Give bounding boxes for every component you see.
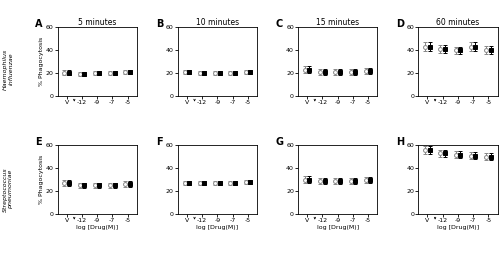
Text: H: H bbox=[396, 137, 404, 147]
Title: 5 minutes: 5 minutes bbox=[78, 18, 116, 27]
Text: A: A bbox=[36, 19, 43, 29]
Text: G: G bbox=[276, 137, 284, 147]
Text: Streptococcus
pneumoniae: Streptococcus pneumoniae bbox=[2, 167, 14, 211]
Title: 15 minutes: 15 minutes bbox=[316, 18, 359, 27]
Text: Haemophilus
influenzae: Haemophilus influenzae bbox=[2, 49, 14, 90]
Text: E: E bbox=[36, 137, 42, 147]
X-axis label: log [Drug(M)]: log [Drug(M)] bbox=[316, 224, 358, 230]
Y-axis label: % Phagocytosis: % Phagocytosis bbox=[39, 155, 44, 204]
X-axis label: log [Drug(M)]: log [Drug(M)] bbox=[76, 224, 118, 230]
Y-axis label: % Phagocytosis: % Phagocytosis bbox=[39, 37, 44, 86]
Text: D: D bbox=[396, 19, 404, 29]
Text: B: B bbox=[156, 19, 163, 29]
Title: 60 minutes: 60 minutes bbox=[436, 18, 480, 27]
Text: F: F bbox=[156, 137, 162, 147]
Text: C: C bbox=[276, 19, 283, 29]
X-axis label: log [Drug(M)]: log [Drug(M)] bbox=[196, 224, 238, 230]
X-axis label: log [Drug(M)]: log [Drug(M)] bbox=[437, 224, 479, 230]
Title: 10 minutes: 10 minutes bbox=[196, 18, 239, 27]
